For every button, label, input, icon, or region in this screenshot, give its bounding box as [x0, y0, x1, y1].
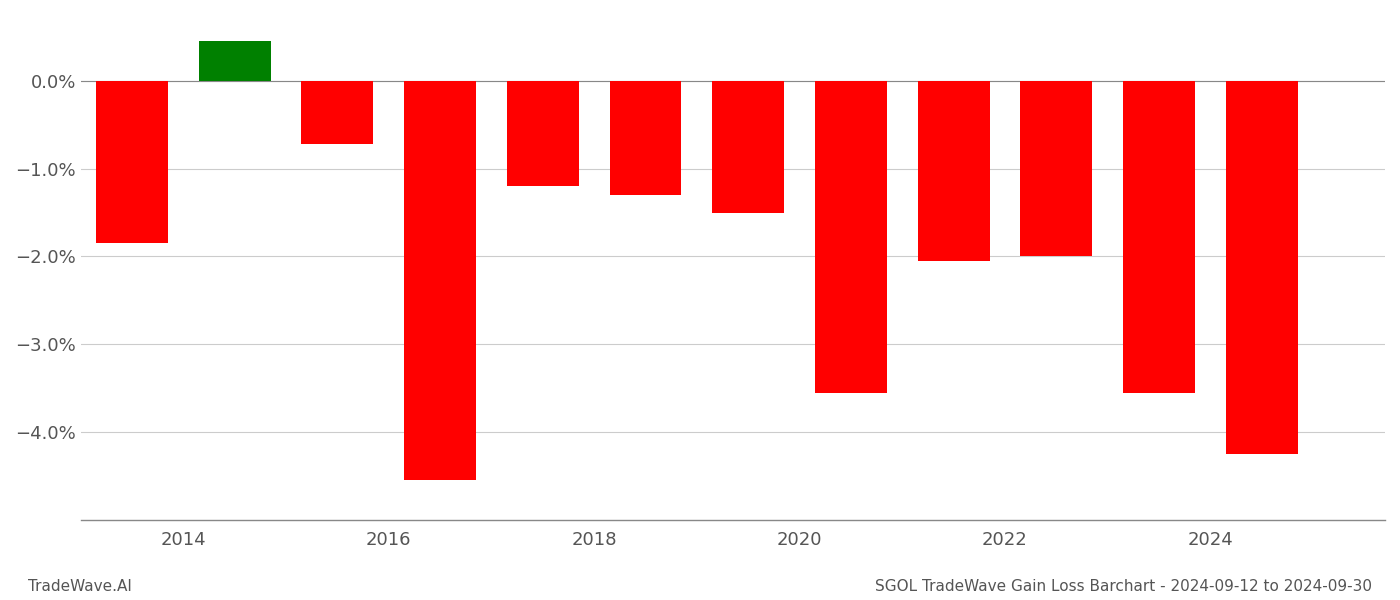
- Bar: [815, 81, 886, 392]
- Bar: [507, 81, 578, 186]
- Bar: [1021, 81, 1092, 256]
- Bar: [301, 81, 374, 144]
- Bar: [609, 81, 682, 195]
- Bar: [917, 81, 990, 261]
- Bar: [405, 81, 476, 481]
- Bar: [713, 81, 784, 212]
- Bar: [97, 81, 168, 243]
- Bar: [199, 41, 270, 81]
- Bar: [1226, 81, 1298, 454]
- Text: TradeWave.AI: TradeWave.AI: [28, 579, 132, 594]
- Bar: [1123, 81, 1196, 392]
- Text: SGOL TradeWave Gain Loss Barchart - 2024-09-12 to 2024-09-30: SGOL TradeWave Gain Loss Barchart - 2024…: [875, 579, 1372, 594]
